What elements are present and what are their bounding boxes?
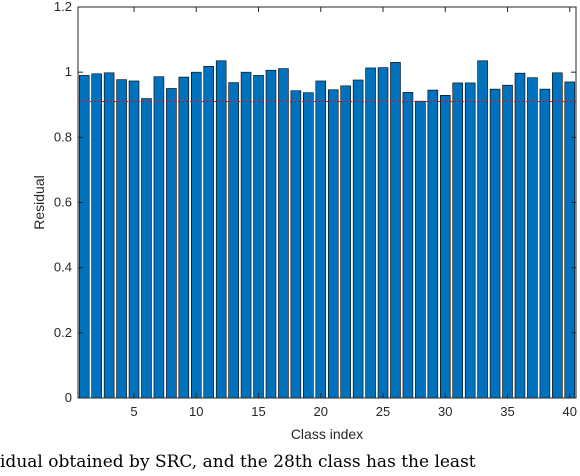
x-tick-label: 10 (189, 404, 203, 419)
x-tick-label: 35 (500, 404, 514, 419)
y-tick-label: 1 (65, 64, 72, 79)
bar-class-13 (228, 82, 239, 399)
x-tick-label: 20 (314, 404, 328, 419)
axes-box (77, 6, 577, 399)
bar-class-29 (427, 89, 439, 399)
bar-class-5 (128, 80, 140, 399)
bar-class-27 (402, 92, 414, 399)
figure-caption: idual obtained by SRC, and the 28th clas… (0, 452, 476, 472)
y-axis-ticks: 0 0.2 0.4 0.6 0.8 1 1.2 (54, 0, 576, 405)
bar-class-4 (116, 79, 127, 399)
x-tick-label: 40 (563, 404, 577, 419)
bar-class-25 (377, 67, 389, 399)
bar-class-2 (91, 73, 102, 399)
bar-class-3 (103, 72, 115, 399)
bar-class-33 (477, 60, 488, 399)
y-tick-label: 0.4 (54, 260, 72, 275)
bars-group (78, 60, 576, 399)
bar-class-39 (552, 72, 563, 399)
bar-class-8 (166, 88, 177, 399)
x-axis-label: Class index (291, 426, 363, 442)
x-tick-label: 25 (376, 404, 390, 419)
bar-class-20 (315, 80, 327, 399)
bar-class-22 (340, 85, 351, 399)
y-tick-label: 0.6 (54, 195, 72, 210)
bar-class-30 (439, 95, 451, 399)
bar-class-15 (253, 75, 264, 399)
y-tick-label: 0.2 (54, 325, 72, 340)
bar-class-6 (141, 98, 152, 399)
y-tick-label: 1.2 (54, 0, 72, 14)
bar-class-36 (514, 72, 526, 399)
bar-class-10 (190, 71, 202, 399)
bar-class-9 (178, 76, 190, 399)
bar-class-26 (390, 62, 401, 399)
y-tick-label: 0 (65, 390, 72, 405)
bar-class-14 (240, 71, 252, 399)
bar-class-37 (527, 77, 538, 399)
bar-class-34 (489, 88, 501, 399)
bar-class-23 (352, 79, 364, 399)
y-tick-label: 0.8 (54, 129, 72, 144)
bar-class-24 (365, 67, 376, 399)
bar-class-32 (464, 82, 476, 399)
bar-class-35 (502, 84, 513, 399)
bar-class-11 (203, 66, 215, 399)
residual-bar-chart: 5 10 15 20 25 30 35 40 0 0.2 0.4 0.6 0.8 1 1.2 Class … (31, 0, 577, 442)
bar-class-12 (215, 60, 227, 399)
bar-class-19 (303, 92, 314, 399)
bar-class-1 (78, 75, 90, 399)
x-axis-ticks: 5 10 15 20 25 30 35 40 (130, 7, 577, 419)
x-tick-label: 5 (130, 404, 137, 419)
bar-class-38 (539, 88, 551, 399)
bar-class-40 (564, 81, 576, 399)
x-tick-label: 15 (251, 404, 265, 419)
bar-class-28 (415, 100, 426, 399)
bar-class-18 (290, 90, 302, 399)
y-axis-label: Residual (31, 175, 47, 229)
bar-class-31 (452, 82, 464, 399)
bar-class-16 (265, 69, 277, 399)
bar-class-21 (327, 89, 339, 399)
bar-class-7 (153, 76, 165, 399)
bar-class-17 (278, 68, 289, 399)
x-tick-label: 30 (438, 404, 452, 419)
